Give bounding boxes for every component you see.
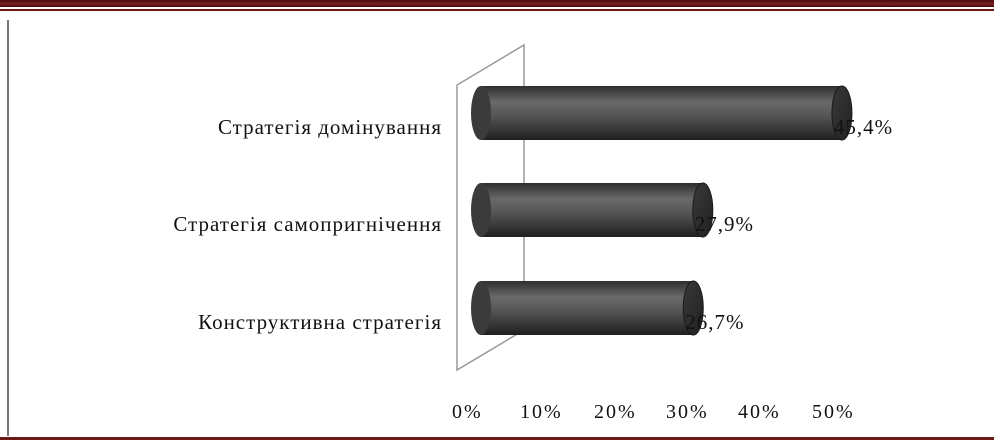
x-tick-label: 10% bbox=[520, 401, 563, 423]
page-left-border bbox=[7, 20, 9, 436]
page-footer-rule bbox=[0, 437, 994, 440]
bars-layer: Стратегія домінування 45,4% Стратегія само… bbox=[173, 85, 893, 336]
bar-body bbox=[481, 86, 842, 140]
bar bbox=[471, 280, 704, 336]
bar-end-cap bbox=[831, 85, 853, 141]
x-tick-label: 30% bbox=[666, 401, 709, 423]
page-header-rule bbox=[0, 9, 994, 11]
x-tick-label: 20% bbox=[594, 401, 637, 423]
bar bbox=[471, 85, 853, 141]
x-axis-ticks: 0% 10% 20% 30% 40% 50% bbox=[452, 401, 855, 423]
bar-end-cap bbox=[692, 182, 714, 238]
bar-body bbox=[481, 281, 694, 335]
category-label: Стратегія самопригнічення bbox=[173, 212, 442, 236]
page-header-band bbox=[0, 0, 994, 7]
bar-start-cap bbox=[471, 281, 491, 335]
x-tick-label: 0% bbox=[452, 401, 483, 423]
data-label: 27,9% bbox=[695, 212, 754, 236]
bar bbox=[471, 182, 714, 238]
category-label: Конструктивна стратегія bbox=[198, 310, 442, 334]
x-tick-label: 40% bbox=[738, 401, 781, 423]
data-label: 45,4% bbox=[834, 115, 893, 139]
bar-start-cap bbox=[471, 86, 491, 140]
bar-start-cap bbox=[471, 183, 491, 237]
data-label: 26,7% bbox=[685, 310, 744, 334]
x-tick-label: 50% bbox=[812, 401, 855, 423]
bar-end-cap bbox=[682, 280, 704, 336]
bar-body bbox=[481, 183, 703, 237]
category-label: Стратегія домінування bbox=[218, 115, 442, 139]
